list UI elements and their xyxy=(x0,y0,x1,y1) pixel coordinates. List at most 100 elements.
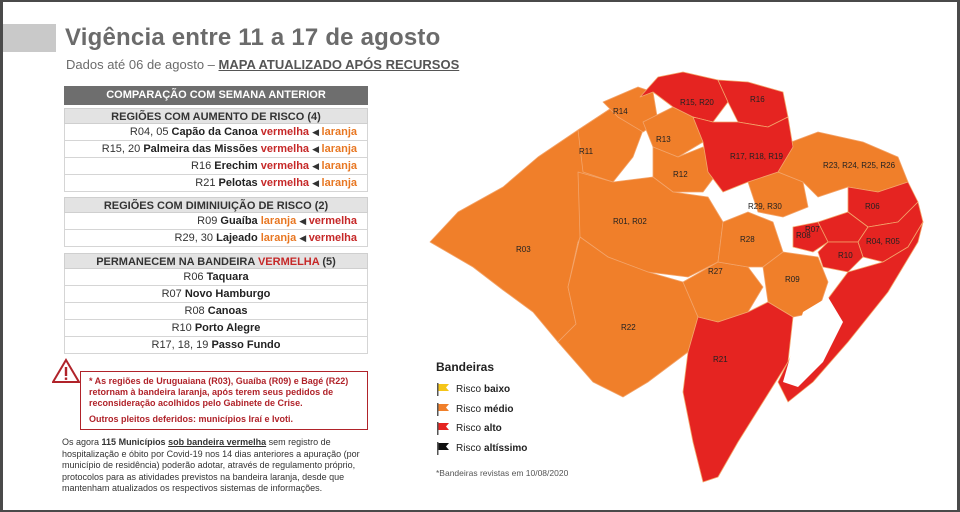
region-code: R06 xyxy=(183,271,207,283)
increase-row: R15, 20 Palmeira das Missões vermelha ◀ … xyxy=(64,141,368,158)
region-code: R09 xyxy=(197,215,221,227)
legend-item: Risco altíssimo xyxy=(436,439,527,459)
legend-prefix: Risco xyxy=(456,442,482,454)
risk-from: vermelha xyxy=(257,160,313,172)
arrow-left-icon: ◀ xyxy=(312,161,322,171)
note-text: * As regiões de Uruguaiana (R03), Guaíba… xyxy=(89,376,349,408)
note-box: * As regiões de Uruguaiana (R03), Guaíba… xyxy=(80,371,368,430)
region-r08 xyxy=(792,221,829,253)
frame-left xyxy=(0,0,3,512)
region-label: R10 xyxy=(838,251,853,260)
legend-item: Risco alto xyxy=(436,419,527,439)
legend-prefix: Risco xyxy=(456,423,482,435)
risk-to: laranja xyxy=(321,177,357,189)
arrow-left-icon: ◀ xyxy=(299,216,309,226)
region-name: Novo Hamburgo xyxy=(184,288,271,300)
risk-from: laranja xyxy=(257,215,300,227)
legend-level: baixo xyxy=(484,384,511,396)
region-code: R04, 05 xyxy=(129,126,172,138)
increase-row: R16 Erechim vermelha ◀ laranja xyxy=(64,158,368,175)
legend-level: médio xyxy=(484,403,514,415)
legend-title: Bandeiras xyxy=(436,360,495,374)
region-code: R29, 30 xyxy=(174,232,217,244)
region-label: R01, R02 xyxy=(613,217,647,226)
remain-row: R06 Taquara xyxy=(64,269,368,286)
legend-level: altíssimo xyxy=(484,442,528,454)
region-code: R21 xyxy=(195,177,219,189)
flag-icon xyxy=(437,422,449,436)
region-code: R15, 20 xyxy=(101,143,144,155)
arrow-left-icon: ◀ xyxy=(312,178,322,188)
region-label: R22 xyxy=(621,323,636,332)
risk-from: vermelha xyxy=(257,126,313,138)
remain-section: PERMANECEM NA BANDEIRA VERMELHA (5) R06 … xyxy=(64,253,368,354)
legend-level: alto xyxy=(484,423,502,435)
region-label: R04, R05 xyxy=(866,237,900,246)
page-subtitle: Dados até 06 de agosto – MAPA ATUALIZADO… xyxy=(66,57,459,72)
warning-icon xyxy=(52,358,80,383)
subtitle-link[interactable]: MAPA ATUALIZADO APÓS RECURSOS xyxy=(218,57,460,72)
region-name: Pelotas xyxy=(218,177,258,189)
remain-title: PERMANECEM NA BANDEIRA VERMELHA (5) xyxy=(64,253,368,269)
page-title: Vigência entre 11 a 17 de agosto xyxy=(65,24,441,51)
region-code: R10 xyxy=(171,322,195,334)
region-label: R17, R18, R19 xyxy=(730,152,783,161)
footer-count: 115 Municípios xyxy=(101,437,166,447)
region-code: R08 xyxy=(184,305,208,317)
risk-from: vermelha xyxy=(257,177,313,189)
region-name: Passo Fundo xyxy=(211,339,281,351)
risk-from: vermelha xyxy=(257,143,313,155)
region-label: R21 xyxy=(713,355,728,364)
region-label: R13 xyxy=(656,135,671,144)
region-name: Palmeira das Missões xyxy=(143,143,258,155)
region-name: Canoas xyxy=(207,305,248,317)
map-legend: Bandeiras Risco baixo Risco médio Risco alto R… xyxy=(436,360,527,458)
region-code: R07 xyxy=(161,288,185,300)
risk-to: laranja xyxy=(321,143,357,155)
region-label: R09 xyxy=(785,275,800,284)
remain-row: R10 Porto Alegre xyxy=(64,320,368,337)
decrease-title: REGIÕES COM DIMINIUIÇÃO DE RISCO (2) xyxy=(64,197,368,213)
remain-row: R07 Novo Hamburgo xyxy=(64,286,368,303)
rs-risk-map: R15, R20 R16 R14 R13 R11 R17, R18, R19 R12 R23,… xyxy=(429,71,924,483)
arrow-left-icon: ◀ xyxy=(312,127,322,137)
region-name: Porto Alegre xyxy=(194,322,261,334)
footer-prefix: Os agora xyxy=(62,437,100,447)
region-name: Capão da Canoa xyxy=(171,126,258,138)
region-label: R06 xyxy=(865,202,880,211)
comparison-header: COMPARAÇÃO COM SEMANA ANTERIOR xyxy=(64,86,368,105)
frame-top xyxy=(0,0,960,2)
flag-icon xyxy=(437,441,449,455)
increase-row: R21 Pelotas vermelha ◀ laranja xyxy=(64,175,368,192)
risk-to: vermelha xyxy=(308,215,357,227)
decrease-section: REGIÕES COM DIMINIUIÇÃO DE RISCO (2) R09… xyxy=(64,197,368,247)
region-label: R12 xyxy=(673,170,688,179)
region-label: R27 xyxy=(708,267,723,276)
footer-rest: sem registro de hospitalização e óbito p… xyxy=(62,437,360,493)
legend-item: Risco médio xyxy=(436,400,527,420)
region-label: R07 xyxy=(805,225,820,234)
region-name: Lajeado xyxy=(216,232,258,244)
increase-title: REGIÕES COM AUMENTO DE RISCO (4) xyxy=(64,108,368,124)
increase-row: R04, 05 Capão da Canoa vermelha ◀ laranj… xyxy=(64,124,368,141)
increase-section: REGIÕES COM AUMENTO DE RISCO (4) R04, 05… xyxy=(64,108,368,192)
remain-row: R08 Canoas xyxy=(64,303,368,320)
title-accent-bar xyxy=(3,24,56,52)
decrease-row: R29, 30 Lajeado laranja ◀ vermelha xyxy=(64,230,368,247)
subtitle-prefix: Dados até 06 de agosto – xyxy=(66,57,215,72)
flag-icon xyxy=(437,402,449,416)
region-code: R17, 18, 19 xyxy=(151,339,212,351)
remain-title-suffix: (5) xyxy=(322,256,336,268)
remain-title-highlight: VERMELHA xyxy=(257,256,320,268)
remain-row: R17, 18, 19 Passo Fundo xyxy=(64,337,368,354)
region-label: R15, R20 xyxy=(680,98,714,107)
risk-to: laranja xyxy=(321,160,357,172)
region-name: Guaíba xyxy=(220,215,258,227)
region-label: R23, R24, R25, R26 xyxy=(823,161,896,170)
region-r28 xyxy=(717,211,784,268)
region-r17-r19 xyxy=(692,116,794,193)
risk-to: laranja xyxy=(321,126,357,138)
comparison-table: COMPARAÇÃO COM SEMANA ANTERIOR xyxy=(64,86,368,105)
region-name: Taquara xyxy=(206,271,249,283)
arrow-left-icon: ◀ xyxy=(299,233,309,243)
